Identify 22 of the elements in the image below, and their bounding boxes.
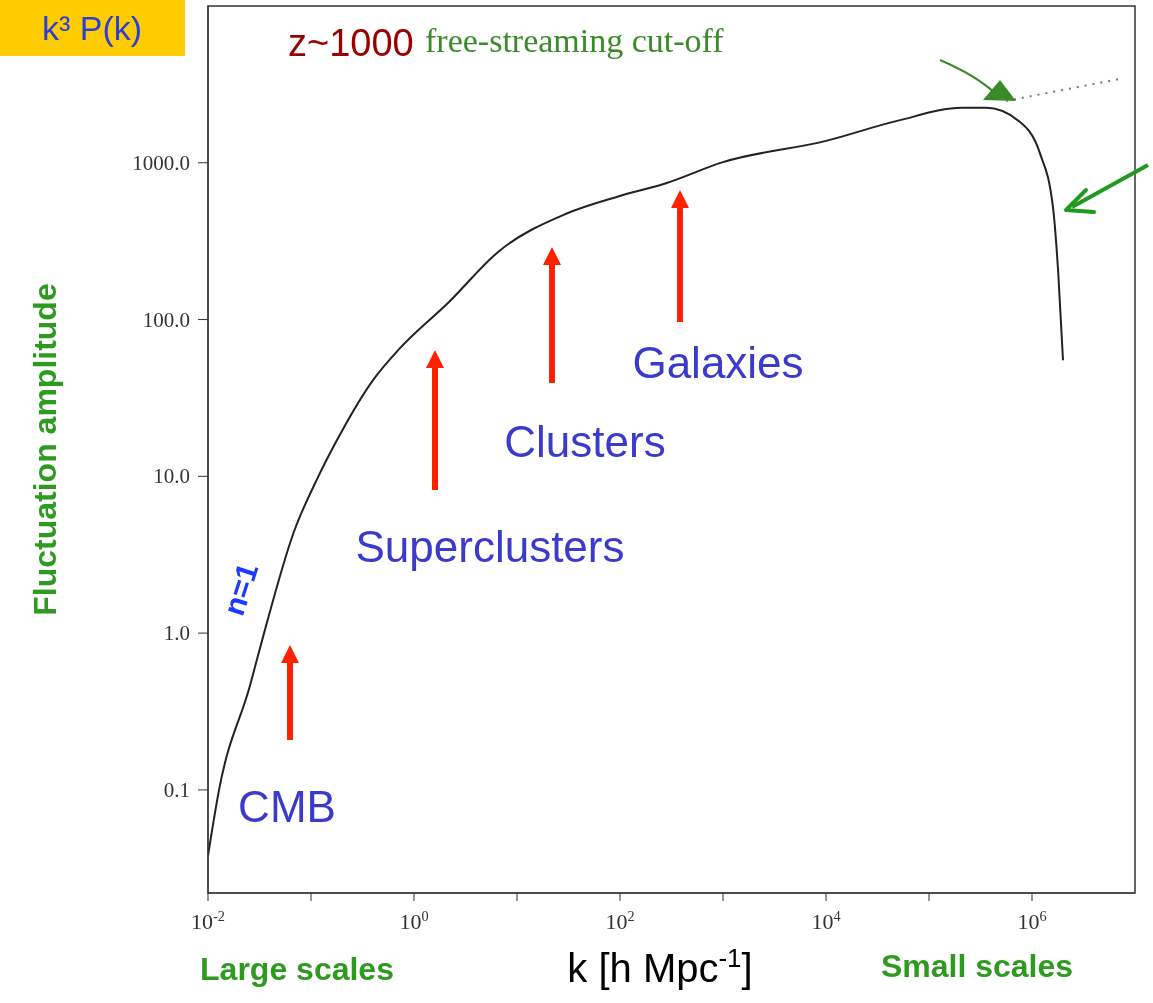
- annotation: Clusters: [504, 417, 666, 466]
- y-tick-label: 1000.0: [132, 150, 190, 175]
- x-tick-label: 10$^{0}$: [399, 908, 429, 934]
- x-tick-label: 10$^{4}$: [811, 908, 841, 934]
- annotation: Superclusters: [355, 522, 625, 571]
- x-tick-label: 10$^{6}$: [1017, 908, 1047, 934]
- annotation: CMB: [238, 782, 336, 831]
- text: Small scales: [880, 948, 1074, 984]
- text: Large scales: [200, 951, 394, 987]
- annotation: z~1000: [288, 22, 414, 64]
- y-tick-label: 100.0: [142, 307, 190, 332]
- y-tick-label: 0.1: [163, 777, 190, 802]
- y-tick-label: 1.0: [163, 621, 190, 646]
- y-axis-title: Fluctuation amplitude: [27, 283, 64, 616]
- annotation: n=1: [216, 559, 265, 620]
- text: k³ P(k): [41, 9, 143, 47]
- annotation: free-streaming cut-off: [425, 22, 725, 59]
- x-axis-title: k [h Mpc$^{-1}$]: [567, 943, 753, 990]
- x-tick-label: 10$^{-2}$: [191, 908, 225, 934]
- annotation: Galaxies: [632, 338, 804, 387]
- y-tick-label: 10.0: [153, 464, 190, 489]
- x-tick-label: 10$^{2}$: [605, 908, 635, 934]
